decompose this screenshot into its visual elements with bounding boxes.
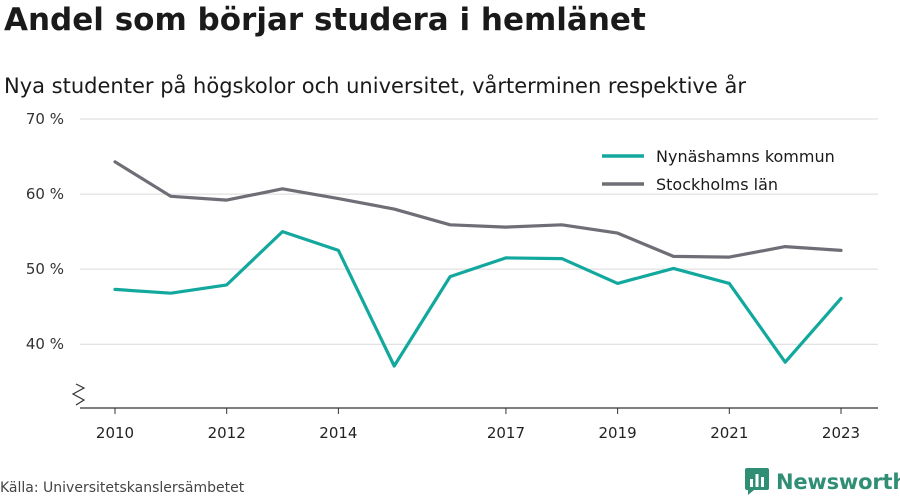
legend-label: Stockholms län — [656, 175, 778, 194]
series-line-1 — [113, 160, 843, 259]
x-axis: 2010 2012 2014 2017 2019 2021 2023 — [71, 383, 878, 442]
x-tick-label: 2021 — [710, 424, 748, 442]
y-axis-ticks: 40 % 50 % 60 % 70 % — [26, 110, 64, 353]
axis-break-icon — [71, 383, 86, 406]
y-tick-label: 60 % — [26, 185, 64, 203]
newsworthy-logo-icon — [745, 468, 769, 495]
newsworthy-brand[interactable]: Newsworthy — [745, 468, 900, 495]
y-tick-label: 70 % — [26, 110, 64, 128]
x-tick-label: 2014 — [319, 424, 357, 442]
x-tick-label: 2023 — [822, 424, 860, 442]
source-note: Källa: Universitetskanslersämbetet — [0, 480, 245, 496]
x-tick-label: 2010 — [96, 424, 134, 442]
series-line-0 — [113, 230, 843, 368]
chart-title: Andel som börjar studera i hemlänet — [4, 2, 646, 38]
chart-subtitle: Nya studenter på högskolor och universit… — [4, 74, 746, 98]
x-tick-label: 2019 — [599, 424, 637, 442]
legend: Nynäshamns kommun Stockholms län — [602, 147, 835, 194]
gridlines — [80, 118, 878, 345]
y-tick-label: 40 % — [26, 335, 64, 353]
legend-label: Nynäshamns kommun — [656, 147, 835, 166]
series-lines — [113, 160, 843, 368]
y-tick-label: 50 % — [26, 260, 64, 278]
x-tick-label: 2017 — [487, 424, 525, 442]
x-tick-label: 2012 — [208, 424, 246, 442]
brand-name: Newsworthy — [776, 469, 900, 494]
